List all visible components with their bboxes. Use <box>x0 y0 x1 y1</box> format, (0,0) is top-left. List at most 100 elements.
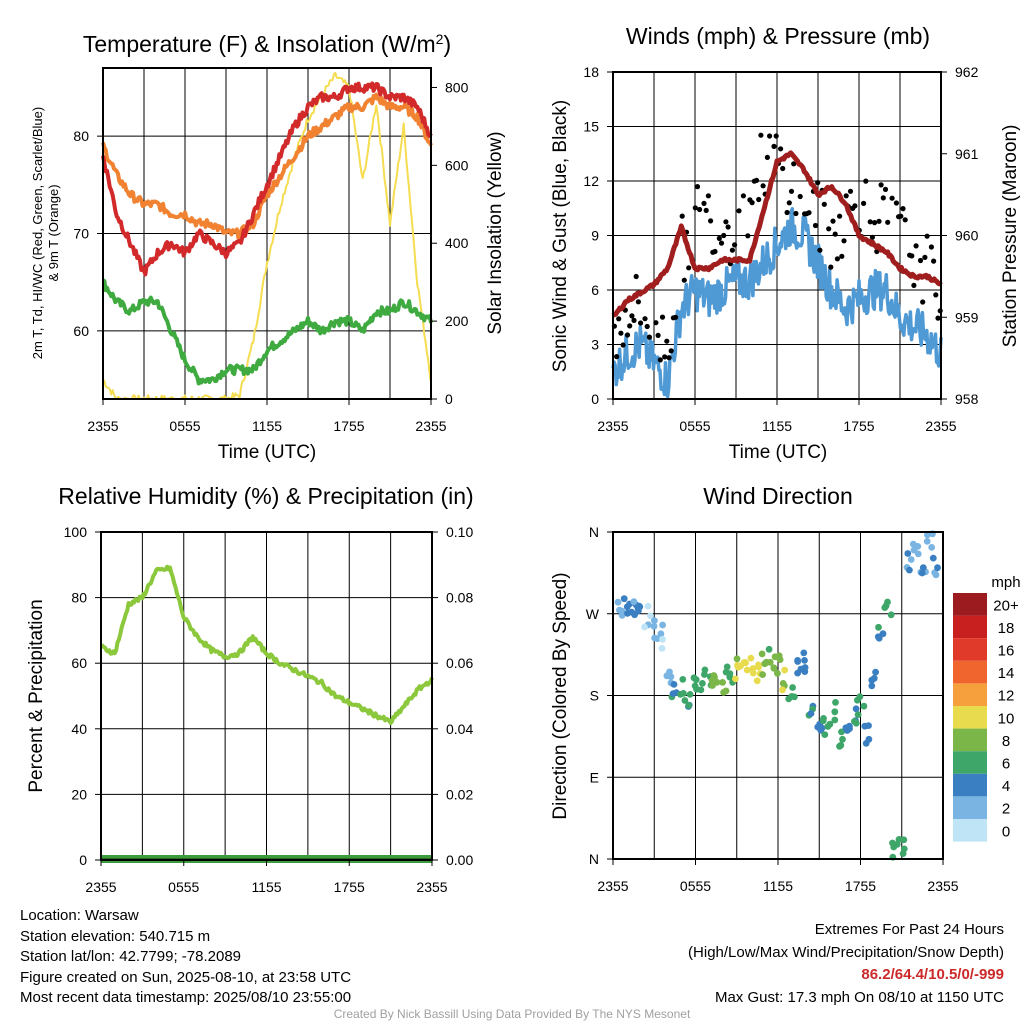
gust-point <box>869 234 876 240</box>
gust-point <box>659 314 666 320</box>
gust-point <box>686 265 692 271</box>
direction-point <box>755 661 762 669</box>
y-tick-label: 70 <box>73 226 89 242</box>
humidity-panel: Relative Humidity (%) & Precipitation (i… <box>26 483 474 895</box>
direction-point <box>789 684 796 691</box>
direction-point <box>861 722 869 730</box>
direction-point <box>919 564 927 571</box>
direction-point <box>839 735 846 743</box>
direction-point <box>650 622 658 630</box>
direction-point <box>900 845 908 853</box>
gust-point <box>673 314 679 320</box>
colorbar-label: 6 <box>1002 756 1010 773</box>
colorbar-swatch <box>953 796 987 819</box>
direction-point <box>887 611 895 619</box>
gust-point <box>758 132 764 138</box>
gust-point <box>832 231 838 237</box>
gust-point <box>705 193 712 199</box>
direction-point <box>831 708 839 716</box>
direction-point <box>697 686 705 694</box>
x-tick-label: 1755 <box>334 879 365 895</box>
direction-point <box>749 669 757 677</box>
direction-point <box>881 604 889 611</box>
gust-point <box>624 332 631 338</box>
direction-point <box>821 731 829 738</box>
wind-title: Winds (mph) & Pressure (mb) <box>626 23 930 49</box>
direction-point <box>634 604 642 612</box>
gust-point <box>830 218 836 224</box>
y2-tick-label: 200 <box>445 313 469 329</box>
gust-point <box>839 253 845 259</box>
direction-point <box>800 649 808 657</box>
gust-point <box>828 264 834 270</box>
direction-point <box>832 699 839 706</box>
temperature-ylabel-right: Solar Insolation (Yellow) <box>485 131 506 334</box>
x-tick-label: 0555 <box>168 879 199 895</box>
y2-tick-label: 961 <box>955 146 979 162</box>
extremes-values: 86.2/64.4/10.5/0/-999 <box>861 966 1004 983</box>
elevation-text: Station elevation: 540.715 m <box>20 927 211 945</box>
direction-point <box>889 839 896 847</box>
colorbar-label: 16 <box>998 643 1015 660</box>
direction-point <box>726 670 734 678</box>
colorbar-swatch <box>953 660 987 684</box>
gust-point <box>791 161 797 167</box>
colorbar-label: 18 <box>998 620 1015 637</box>
wind-ylabel-left: Sonic Wind & Gust (Blue, Black) <box>550 100 571 372</box>
y2-tick-label: 958 <box>955 391 979 407</box>
colorbar-swatch <box>953 593 987 616</box>
y2-tick-label: 800 <box>445 79 469 95</box>
colorbar-title: mph <box>991 574 1020 591</box>
direction-point <box>770 664 778 672</box>
direction-point <box>669 690 677 697</box>
direction-point <box>918 569 926 577</box>
gust-point <box>867 219 873 225</box>
y2-tick-label: 0 <box>445 391 453 407</box>
direction-point <box>713 678 721 686</box>
direction-point <box>710 672 718 679</box>
direction-point <box>788 693 796 700</box>
direction-point <box>651 617 658 624</box>
x-tick-label: 1155 <box>252 418 282 434</box>
temperature-xlabel: Time (UTC) <box>218 442 317 463</box>
gust-point <box>631 317 637 323</box>
gust-point <box>633 273 639 280</box>
gust-point <box>708 218 714 224</box>
direction-point <box>860 702 868 710</box>
gust-point <box>920 299 926 305</box>
gust-point <box>841 238 847 244</box>
series-relative-humidity <box>100 564 434 725</box>
gust-point <box>793 210 799 217</box>
gust-point <box>826 226 832 232</box>
direction-point <box>868 682 876 690</box>
direction-point <box>651 634 658 642</box>
direction-point <box>826 720 834 728</box>
direction-point <box>774 670 781 677</box>
y2-tick-label: 959 <box>955 309 979 325</box>
gust-point <box>723 219 729 225</box>
direction-point <box>685 702 693 709</box>
direction-point <box>686 691 694 698</box>
direction-point <box>875 634 883 642</box>
gust-point <box>931 258 937 264</box>
gust-point <box>716 235 722 241</box>
gust-point <box>701 200 707 206</box>
direction-point <box>747 654 755 662</box>
y-tick-label: 20 <box>71 786 87 802</box>
direction-point <box>722 687 730 695</box>
direction-point <box>692 676 700 684</box>
gust-point <box>911 282 917 288</box>
colorbar-swatch <box>953 773 987 797</box>
gust-point <box>928 244 935 250</box>
direction-point <box>910 546 918 554</box>
colorbar-label: 2 <box>1002 801 1010 818</box>
direction-point <box>794 658 802 665</box>
wind-ticks: 2355 0555 1155 1755 2355 0 3 6 9 12 15 18 958 959 960 9… <box>583 64 978 434</box>
location-text: Location: Warsaw <box>20 907 139 924</box>
direction-point <box>904 550 912 557</box>
y2-tick-label: 960 <box>955 228 979 244</box>
x-tick-label: 1755 <box>843 418 874 434</box>
direction-ticks: 2355 0555 1155 1755 2355 N E S W N <box>586 524 959 894</box>
speed-colorbar: 20+ 18 16 14 12 10 8 6 4 2 0 <box>953 593 1019 842</box>
direction-point <box>872 668 879 676</box>
